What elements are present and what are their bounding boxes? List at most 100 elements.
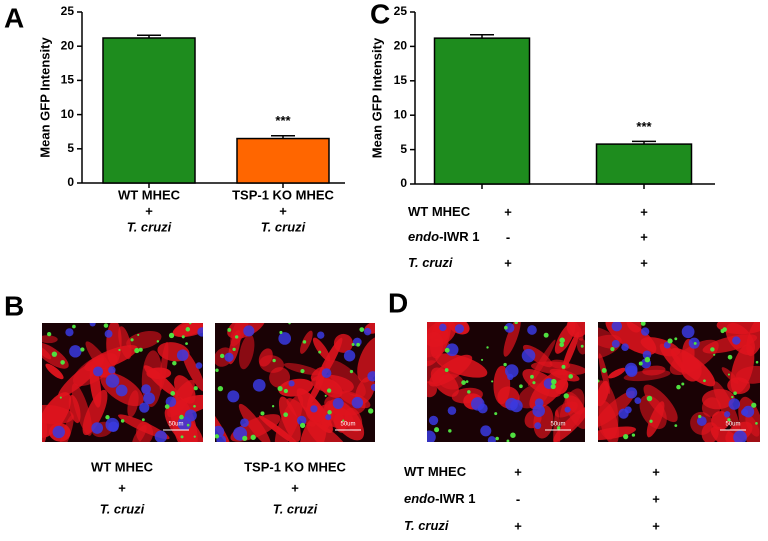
nucleus: [611, 322, 623, 332]
nucleus: [534, 422, 542, 430]
parasite: [356, 342, 360, 347]
x-tick-label: +: [279, 203, 287, 218]
image-label: +: [118, 480, 126, 495]
parasite: [693, 341, 697, 345]
actin: [274, 394, 304, 442]
parasite: [727, 354, 733, 360]
actin: [172, 323, 203, 338]
nucleus: [317, 331, 325, 339]
actin: [549, 368, 580, 382]
actin: [174, 375, 196, 404]
nucleus: [504, 322, 515, 333]
nucleus: [370, 383, 375, 391]
actin: [701, 397, 721, 417]
actin: [305, 403, 325, 423]
parasite: [134, 347, 140, 354]
actin: [42, 345, 52, 360]
parasite: [137, 333, 140, 337]
parasite: [288, 323, 291, 325]
nucleus: [724, 411, 731, 418]
scale-bar-label: 50um: [340, 422, 355, 428]
micrograph: 50um: [427, 322, 585, 442]
parasite: [342, 419, 345, 422]
actin: [71, 383, 93, 436]
image-label: WT MHEC: [91, 459, 154, 474]
actin: [566, 322, 585, 338]
parasite: [300, 369, 305, 374]
condition-mark: +: [504, 204, 512, 219]
nucleus: [696, 416, 707, 426]
y-tick-label: 10: [61, 107, 75, 121]
parasite: [510, 432, 516, 438]
parasite: [514, 322, 518, 325]
nucleus: [681, 325, 695, 339]
error-bar: [137, 34, 161, 38]
actin: [427, 322, 449, 343]
actin: [58, 357, 105, 398]
significance: ***: [275, 113, 291, 128]
parasite: [646, 395, 653, 402]
x-tick-label: WT MHEC: [118, 187, 181, 202]
nucleus: [195, 362, 203, 369]
nucleus: [454, 324, 465, 334]
parasite: [172, 360, 177, 366]
nucleus: [108, 421, 119, 433]
parasite: [444, 368, 449, 372]
actin: [181, 349, 203, 392]
parasite: [170, 391, 176, 396]
nucleus: [141, 384, 152, 395]
nucleus: [154, 430, 167, 442]
parasite: [480, 358, 484, 361]
nucleus: [428, 415, 439, 426]
actin: [132, 424, 147, 442]
nucleus: [165, 396, 177, 408]
actin: [642, 365, 666, 376]
parasite: [130, 338, 134, 342]
parasite: [568, 374, 573, 379]
parasite: [598, 379, 600, 383]
nucleus: [642, 350, 652, 360]
actin: [680, 356, 702, 382]
parasite: [327, 410, 332, 415]
actin: [659, 343, 685, 373]
nucleus: [91, 422, 104, 434]
parasite: [727, 418, 731, 422]
parasite: [448, 429, 452, 433]
y-axis-label: Mean GFP Intensity: [37, 37, 52, 158]
parasite: [676, 384, 681, 390]
parasite: [368, 408, 374, 414]
x-tick-label: T. cruzi: [127, 219, 172, 234]
micrograph: 50um: [215, 323, 375, 442]
nucleus: [363, 327, 372, 336]
parasite: [272, 358, 276, 363]
parasite: [105, 415, 110, 420]
actin: [300, 330, 313, 354]
parasite: [47, 331, 52, 337]
actin: [126, 330, 162, 350]
condition-label: endo-IWR 1: [408, 229, 480, 244]
condition-text: endo: [408, 229, 439, 244]
actin: [553, 406, 585, 442]
actin: [493, 365, 511, 405]
condition-text: -IWR 1: [439, 229, 479, 244]
parasite: [649, 419, 653, 423]
nucleus: [532, 404, 545, 418]
condition-text: WT MHEC: [408, 204, 471, 219]
actin: [435, 353, 488, 378]
nucleus: [321, 368, 332, 378]
parasite: [755, 422, 758, 425]
parasite: [703, 379, 706, 383]
parasite: [638, 361, 643, 366]
condition-text: WT MHEC: [404, 464, 467, 479]
panel-letter: D: [388, 287, 408, 318]
parasite: [722, 327, 727, 332]
nucleus: [332, 397, 344, 409]
actin: [721, 367, 739, 384]
parasite: [561, 364, 566, 369]
nucleus: [143, 392, 155, 405]
parasite: [51, 351, 58, 357]
image-label: TSP-1 KO MHEC: [244, 459, 346, 474]
y-tick-label: 25: [394, 4, 408, 18]
condition-mark: +: [504, 255, 512, 270]
